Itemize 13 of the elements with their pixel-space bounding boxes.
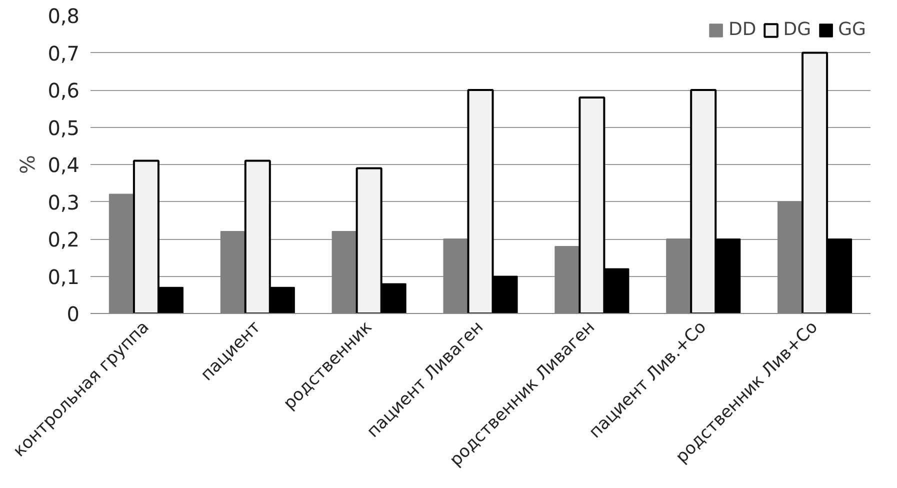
y-tick-label: 0,1 [48,264,80,289]
y-tick-label: 0,5 [48,116,80,140]
y-tick-label: 0,3 [48,190,80,214]
legend-label: GG [838,19,866,40]
y-tick-label: 0,2 [48,228,80,252]
y-tick-label: 0,8 [48,4,80,28]
legend-label: DG [783,19,812,40]
y-tick-label: 0 [66,302,80,326]
legend-label: DD [728,19,756,40]
y-tick-label: 0,4 [48,153,80,177]
y-axis-title: % [16,154,40,174]
y-tick-label: 0,6 [48,78,80,102]
y-tick-label: 0,7 [48,41,80,66]
